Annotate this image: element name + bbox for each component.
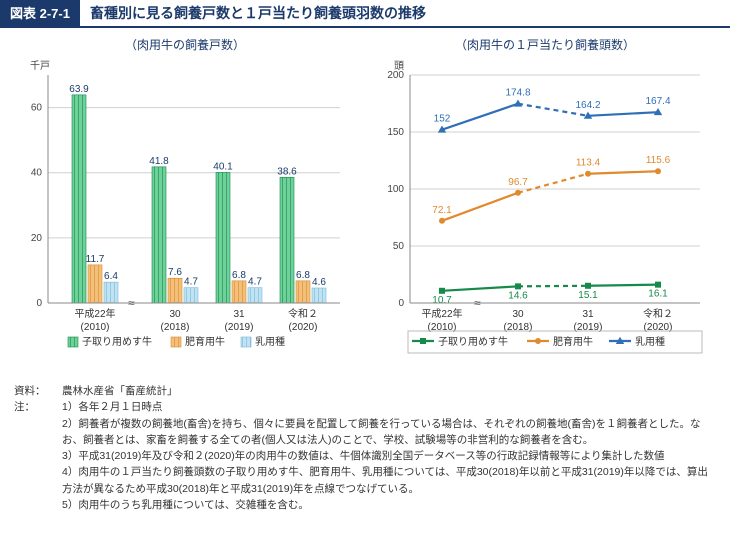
svg-text:30: 30	[512, 309, 524, 320]
source-label: 資料：	[14, 383, 62, 399]
svg-text:96.7: 96.7	[508, 177, 528, 188]
svg-text:6.8: 6.8	[296, 270, 310, 281]
svg-text:38.6: 38.6	[277, 166, 297, 177]
svg-text:63.9: 63.9	[69, 84, 89, 95]
svg-text:肥育用牛: 肥育用牛	[553, 335, 593, 348]
svg-text:31: 31	[233, 309, 245, 320]
note-text: 3）平成31(2019)年及び令和２(2020)年の肉用牛の数値は、牛個体識別全…	[14, 448, 716, 464]
svg-text:乳用種: 乳用種	[255, 335, 285, 348]
svg-text:令和２: 令和２	[288, 307, 318, 320]
svg-text:164.2: 164.2	[575, 100, 600, 111]
note-label: 注：	[14, 399, 62, 415]
svg-text:167.4: 167.4	[645, 96, 670, 107]
figure-header: 図表 2-7-1 畜種別に見る飼養戸数と１戸当たり飼養頭羽数の推移	[0, 0, 730, 28]
svg-text:14.6: 14.6	[508, 290, 528, 301]
svg-text:0: 0	[36, 298, 42, 309]
svg-text:4.7: 4.7	[184, 277, 198, 288]
charts-row: （肉用牛の飼養戸数） 0 20 40 60 千戸 63.9 11.7 6.4 平成22年 (201…	[0, 36, 730, 377]
line-chart-subtitle: （肉用牛の１戸当たり飼養頭数）	[370, 36, 720, 53]
svg-text:(2019): (2019)	[225, 322, 254, 333]
notes-block: 資料： 農林水産省「畜産統計」 注： 1）各年２月１日時点2）飼養者が複数の飼養…	[0, 377, 730, 523]
svg-text:0: 0	[398, 298, 404, 309]
svg-text:4.6: 4.6	[312, 277, 326, 288]
source-row: 資料： 農林水産省「畜産統計」	[14, 383, 716, 399]
bar-chart-subtitle: （肉用牛の飼養戸数）	[10, 36, 360, 53]
note-text: 4）肉用牛の１戸当たり飼養頭数の子取り用めす牛、肥育用牛、乳用種については、平成…	[14, 464, 716, 497]
svg-text:(2018): (2018)	[161, 322, 190, 333]
svg-text:子取り用めす牛: 子取り用めす牛	[82, 335, 152, 348]
svg-text:10.7: 10.7	[432, 295, 452, 306]
svg-text:115.6: 115.6	[646, 155, 671, 166]
svg-text:4.7: 4.7	[248, 277, 262, 288]
line-chart-panel: （肉用牛の１戸当たり飼養頭数） 050100150200頭10.714.615.…	[370, 36, 720, 377]
svg-text:平成22年: 平成22年	[74, 307, 115, 320]
svg-text:6.8: 6.8	[232, 270, 246, 281]
svg-text:50: 50	[393, 241, 405, 252]
figure-number: 図表 2-7-1	[0, 0, 80, 26]
svg-text:平成22年: 平成22年	[421, 307, 462, 320]
note-text: 5）肉用牛のうち乳用種については、交雑種を含む。	[14, 497, 716, 513]
source-text: 農林水産省「畜産統計」	[62, 383, 716, 399]
svg-text:40: 40	[31, 168, 43, 179]
svg-text:20: 20	[31, 233, 43, 244]
svg-text:72.1: 72.1	[432, 205, 452, 216]
svg-text:肥育用牛: 肥育用牛	[185, 335, 225, 348]
note-text: 1）各年２月１日時点	[62, 399, 716, 415]
note-text: 2）飼養者が複数の飼養地(畜舎)を持ち、個々に要員を配置して飼養を行っている場合…	[14, 416, 716, 449]
svg-text:41.8: 41.8	[149, 156, 169, 167]
bar-chart: 0204060千戸63.911.76.4平成22年(2010)41.87.64.…	[10, 57, 360, 377]
svg-text:乳用種: 乳用種	[635, 335, 665, 348]
svg-text:15.1: 15.1	[578, 290, 598, 301]
svg-text:40.1: 40.1	[213, 161, 233, 172]
svg-text:16.1: 16.1	[648, 289, 668, 300]
svg-text:11.7: 11.7	[86, 254, 105, 265]
svg-text:174.8: 174.8	[505, 88, 530, 99]
svg-text:(2010): (2010)	[81, 322, 110, 333]
svg-text:(2020): (2020)	[289, 322, 318, 333]
svg-text:30: 30	[169, 309, 181, 320]
svg-text:152: 152	[434, 114, 451, 125]
svg-text:令和２: 令和２	[643, 307, 673, 320]
svg-text:31: 31	[582, 309, 594, 320]
svg-text:子取り用めす牛: 子取り用めす牛	[438, 335, 508, 348]
svg-text:7.6: 7.6	[168, 267, 182, 278]
svg-text:150: 150	[387, 127, 404, 138]
svg-text:113.4: 113.4	[576, 158, 601, 169]
svg-text:頭: 頭	[394, 60, 404, 72]
line-chart: 050100150200頭10.714.615.116.172.196.7113…	[370, 57, 720, 377]
svg-text:60: 60	[31, 103, 43, 114]
bar-chart-panel: （肉用牛の飼養戸数） 0 20 40 60 千戸 63.9 11.7 6.4 平成22年 (201…	[10, 36, 360, 377]
svg-text:100: 100	[387, 184, 404, 195]
figure-title: 畜種別に見る飼養戸数と１戸当たり飼養頭羽数の推移	[80, 0, 436, 26]
note-row: 注： 1）各年２月１日時点	[14, 399, 716, 415]
svg-text:千戸: 千戸	[30, 60, 50, 72]
svg-text:6.4: 6.4	[104, 271, 118, 282]
